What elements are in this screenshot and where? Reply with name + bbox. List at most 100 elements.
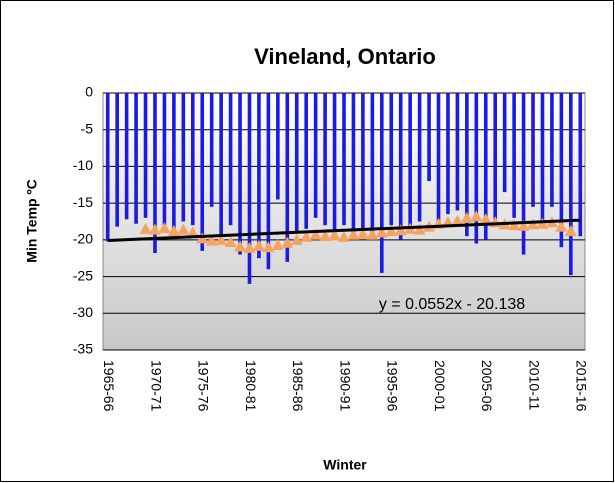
average-marker [215, 233, 228, 245]
bar [521, 93, 526, 255]
bar [209, 93, 214, 207]
average-marker [252, 239, 265, 251]
average-marker [555, 220, 568, 232]
x-tick-label: 1985-86 [290, 360, 306, 412]
average-marker [262, 241, 275, 253]
average-marker [366, 228, 379, 240]
bar [540, 93, 545, 222]
average-marker [158, 222, 171, 234]
bar [313, 93, 318, 218]
x-tick-label: 1995-96 [385, 360, 401, 412]
x-tick-label: 1970-71 [148, 360, 164, 412]
average-marker [460, 211, 473, 223]
average-marker [517, 219, 530, 231]
y-tick-label: -25 [73, 267, 93, 283]
average-marker [564, 225, 577, 237]
bar [304, 93, 308, 229]
bar [483, 93, 488, 240]
y-tick-label: -15 [73, 194, 93, 210]
average-marker [451, 214, 464, 226]
bar [200, 93, 205, 251]
average-marker [328, 229, 341, 241]
average-marker [527, 218, 540, 230]
average-marker [243, 241, 256, 253]
bar [115, 93, 119, 227]
chart-title: Vineland, Ontario [254, 44, 436, 69]
average-marker [186, 226, 199, 238]
bar [247, 93, 252, 284]
bar [408, 93, 412, 233]
bar [332, 93, 337, 237]
y-axis-label: Min Temp ºC [24, 179, 40, 262]
average-marker [319, 230, 332, 242]
x-tick-label: 2010-11 [526, 360, 542, 411]
bar [143, 93, 148, 218]
average-marker [300, 230, 313, 242]
bar [153, 93, 157, 254]
average-marker [470, 210, 483, 222]
average-marker [234, 240, 247, 252]
average-marker [479, 213, 492, 225]
bar [323, 93, 327, 226]
average-marker [205, 234, 218, 246]
x-tick-label: 1965-66 [101, 360, 117, 412]
x-tick-label: 2005-06 [479, 360, 495, 412]
x-axis-label: Winter [323, 457, 367, 473]
bar [342, 93, 346, 226]
bar [172, 93, 176, 229]
bar [455, 93, 460, 211]
bar [493, 93, 498, 222]
average-marker [309, 228, 322, 240]
average-marker [347, 228, 360, 240]
bar [361, 93, 365, 233]
x-tick-label: 1975-76 [196, 360, 212, 412]
bar [266, 93, 271, 270]
bar [389, 93, 394, 226]
y-tick-label: -35 [73, 341, 93, 357]
x-tick-label: 1990-91 [337, 360, 353, 412]
trend-line [107, 218, 581, 242]
bar [294, 93, 299, 233]
bar [474, 93, 479, 244]
x-tick-label: 2015-16 [574, 360, 590, 412]
average-marker [356, 227, 369, 239]
average-marker [375, 226, 388, 238]
y-tick-label: -5 [81, 120, 94, 136]
bar [427, 93, 431, 182]
bar [446, 93, 450, 215]
bar [569, 93, 573, 276]
bar [105, 93, 110, 242]
average-marker [290, 233, 303, 245]
bar [276, 93, 280, 200]
bar [398, 93, 403, 240]
bar [465, 93, 469, 237]
average-marker [148, 223, 161, 235]
bar [228, 93, 233, 226]
average-marker [394, 224, 407, 236]
bar [417, 93, 422, 222]
bar [531, 93, 535, 207]
y-tick-label: -30 [73, 304, 93, 320]
bar [512, 93, 516, 218]
average-marker [271, 238, 284, 250]
average-marker [413, 223, 426, 235]
bar [257, 93, 261, 259]
bar [285, 93, 290, 262]
x-tick-label: 1980-81 [243, 360, 259, 412]
bar [370, 93, 375, 240]
trend-equation: y = 0.0552x - 20.138 [379, 296, 525, 313]
y-tick-label: -10 [73, 157, 93, 173]
average-marker [508, 219, 521, 231]
average-marker [338, 230, 350, 242]
bar [181, 93, 186, 222]
average-marker [177, 223, 190, 235]
bar [559, 93, 564, 248]
bar [351, 93, 356, 237]
bar [550, 93, 554, 207]
bar [219, 93, 223, 244]
bar [380, 93, 384, 273]
x-tick-label: 2000-01 [432, 360, 448, 412]
bar [162, 93, 167, 226]
average-marker [224, 236, 237, 248]
